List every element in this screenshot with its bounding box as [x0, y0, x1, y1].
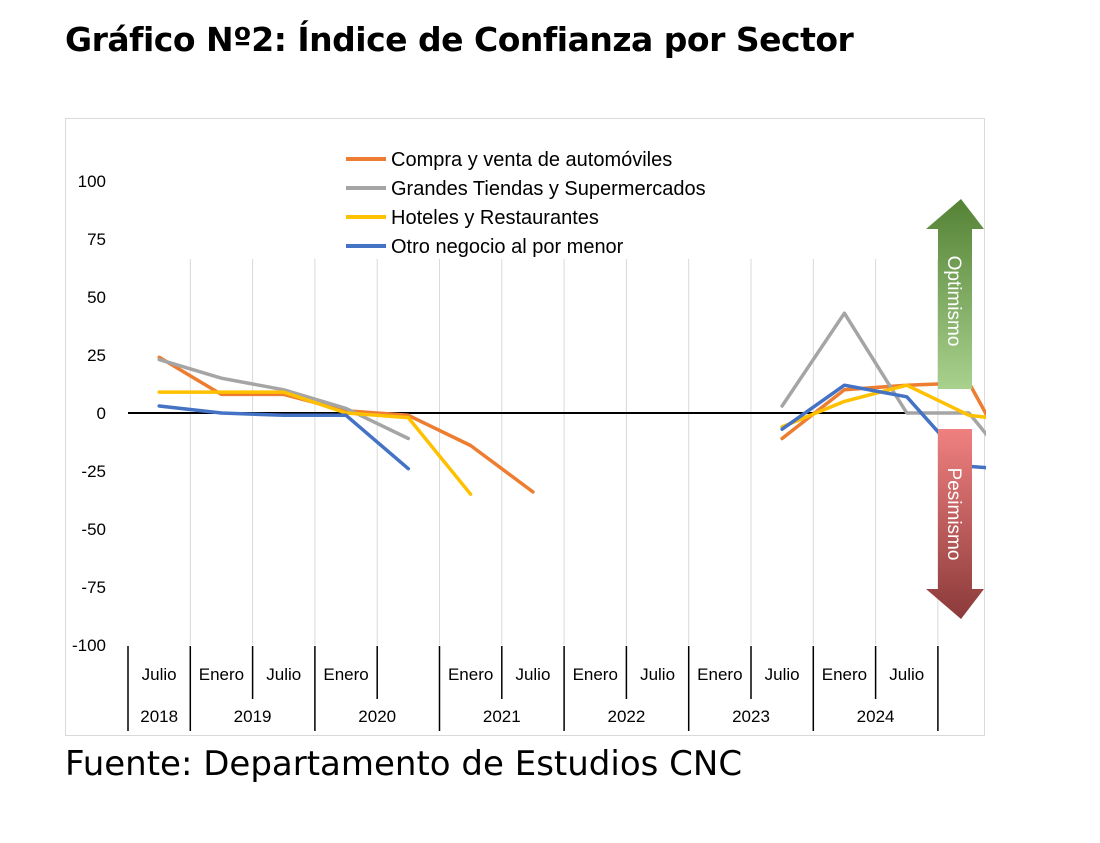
- x-tick-label: Enero: [199, 665, 244, 684]
- y-tick-label: 100: [78, 172, 106, 191]
- y-tick-label: 75: [87, 230, 106, 249]
- optimism-arrow: [926, 199, 984, 389]
- y-tick-label: -75: [81, 578, 106, 597]
- series-line: [780, 311, 986, 437]
- year-label: 2018: [140, 707, 178, 726]
- x-tick-label: Julio: [266, 665, 301, 684]
- x-tick-label: Enero: [697, 665, 742, 684]
- series-line: [157, 390, 473, 496]
- x-tick-label: Enero: [822, 665, 867, 684]
- y-tick-label: -50: [81, 520, 106, 539]
- x-tick-label: Julio: [640, 665, 675, 684]
- series-line: [780, 383, 986, 470]
- y-tick-label: 25: [87, 346, 106, 365]
- series-line: [157, 355, 535, 494]
- x-tick-label: Enero: [323, 665, 368, 684]
- y-tick-label: -100: [72, 636, 106, 655]
- year-label: 2022: [607, 707, 645, 726]
- year-label: 2019: [234, 707, 272, 726]
- x-tick-label: Enero: [573, 665, 618, 684]
- x-tick-label: Julio: [889, 665, 924, 684]
- year-label: 2023: [732, 707, 770, 726]
- series-line: [157, 404, 411, 471]
- legend-label: Compra y venta de automóviles: [391, 149, 672, 171]
- series-line: [157, 357, 411, 441]
- y-tick-label: 0: [97, 404, 106, 423]
- x-tick-label: Julio: [515, 665, 550, 684]
- x-tick-label: Enero: [448, 665, 493, 684]
- year-label: 2021: [483, 707, 521, 726]
- y-tick-label: -25: [81, 462, 106, 481]
- year-label: 2024: [857, 707, 895, 726]
- x-tick-label: Julio: [765, 665, 800, 684]
- series-line: [780, 383, 986, 429]
- legend-label: Otro negocio al por menor: [391, 236, 624, 258]
- legend-label: Grandes Tiendas y Supermercados: [391, 178, 706, 200]
- chart-area: 100 75 50 25 0 -25 -50 -75 -100 Julio Enero Julio En…: [65, 118, 986, 736]
- y-tick-label: 50: [87, 288, 106, 307]
- optimism-label: Optimismo: [943, 256, 964, 347]
- source-note: Fuente: Departamento de Estudios CNC: [65, 744, 743, 784]
- legend-label: Hoteles y Restaurantes: [391, 207, 599, 229]
- year-label: 2020: [358, 707, 396, 726]
- pessimism-label: Pesimismo: [943, 468, 964, 561]
- chart-title: Gráfico Nº2: Índice de Confianza por Sec…: [65, 20, 854, 59]
- series-line: [780, 381, 986, 441]
- line-chart: 100 75 50 25 0 -25 -50 -75 -100 Julio Enero Julio En…: [72, 149, 986, 731]
- x-tick-label: Julio: [142, 665, 177, 684]
- pessimism-arrow: [926, 429, 984, 619]
